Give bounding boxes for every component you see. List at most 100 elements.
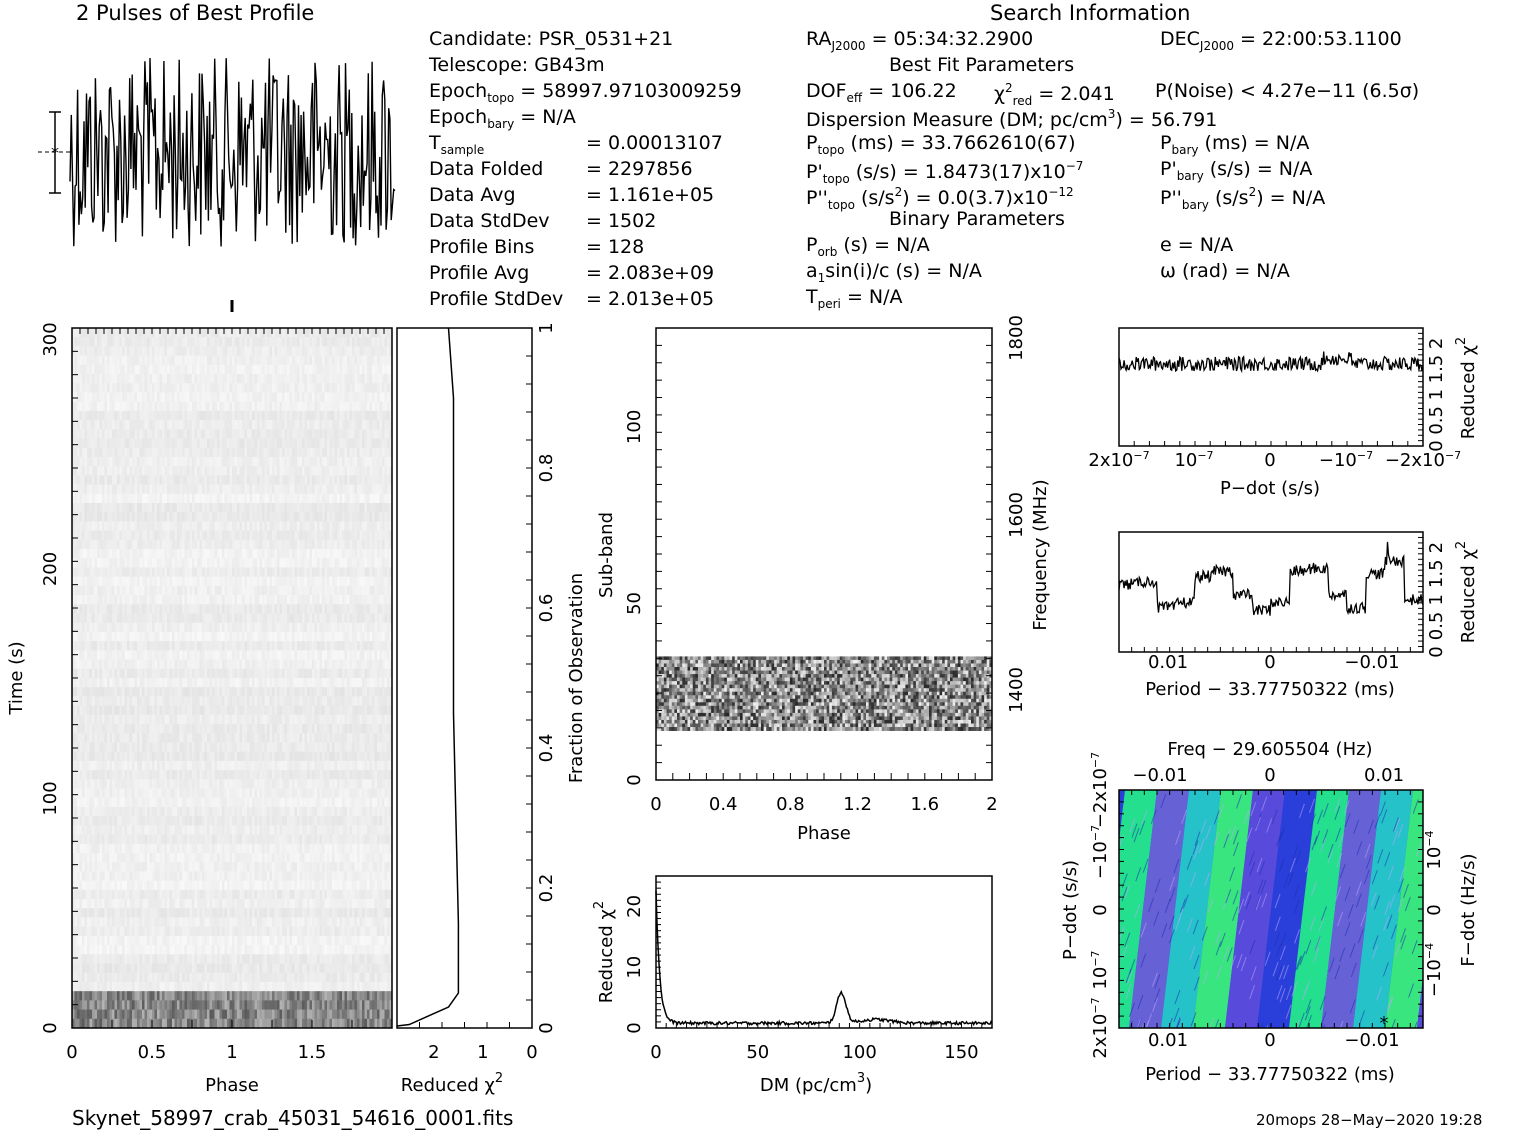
pixel [107,328,110,338]
pixel [149,530,153,541]
pixel [112,585,115,596]
pixel [347,429,350,439]
pixel [132,604,135,614]
pixel [387,567,390,578]
pixel [119,355,123,366]
pixel [134,466,138,476]
pixel [94,539,98,550]
pixel [374,539,378,550]
pixel [369,585,373,596]
pixel [262,484,265,495]
pixel [232,659,235,670]
pixel [97,558,100,568]
pixel [339,530,343,541]
pixel [387,659,390,670]
pixel [359,456,363,467]
pixel [104,585,108,596]
pixel [222,641,225,651]
pixel [122,585,125,596]
pixel [104,438,108,449]
pixel [149,604,153,614]
pixel [217,401,220,412]
pixel [279,558,283,568]
pixel [197,374,200,384]
pixel [209,355,213,366]
pixel [339,558,343,568]
pixel [162,383,165,393]
pixel [382,346,385,357]
pixel [277,613,280,624]
pixel [237,659,240,670]
pixel [167,668,170,679]
pixel [152,447,155,458]
pixel [352,539,355,550]
pixel [359,466,363,476]
pixel [332,668,335,679]
pixel [199,567,203,578]
pixel [367,337,370,347]
pixel [317,337,320,347]
pixel [212,530,215,541]
pixel [337,576,340,587]
pixel [147,659,150,670]
pixel [234,401,238,412]
pixel [294,503,298,513]
pixel [294,484,298,495]
pixel [252,585,255,596]
pixel [349,595,353,605]
pixel [332,539,335,550]
pixel [79,420,83,430]
pixel [89,401,93,412]
pixel [107,346,110,357]
pixel [87,595,90,605]
pixel [217,530,220,541]
pixel [224,374,228,384]
pixel [319,346,323,357]
pixel [207,530,210,541]
pixel [269,383,273,393]
pixel [269,631,273,642]
pixel [184,328,188,338]
pixel [244,475,248,485]
pixel [219,631,223,642]
pixel [322,328,325,338]
pixel [379,576,383,587]
pixel [99,668,103,679]
pixel [102,355,105,366]
pixel [287,346,290,357]
pixel [324,493,328,504]
pixel [244,604,248,614]
pixel [157,604,160,614]
pixel [204,512,208,522]
pixel [332,475,335,485]
pixel [282,659,285,670]
pixel [342,512,345,522]
pixel [294,401,298,412]
pixel [279,503,283,513]
pixel [152,595,155,605]
pixel [262,447,265,458]
pixel [312,337,315,347]
pixel [144,595,148,605]
pixel [259,530,263,541]
pixel [194,364,198,375]
pixel [282,631,285,642]
pixel [267,668,270,679]
epoch-topo-line: Epochtopo = 58997.97103009259 [429,80,742,105]
pixel [107,447,110,458]
pixel [254,650,258,660]
pixel [292,328,295,338]
pixel [239,668,243,679]
pixel [254,585,258,596]
pixel [254,539,258,550]
pixel [79,383,83,393]
pixel [182,484,185,495]
pixel [227,567,230,578]
pixel [197,567,200,578]
pixel [162,567,165,578]
pixel [102,484,105,495]
pixel [287,622,290,633]
pixel [192,659,195,670]
pixel [377,346,380,357]
pixel [254,392,258,403]
